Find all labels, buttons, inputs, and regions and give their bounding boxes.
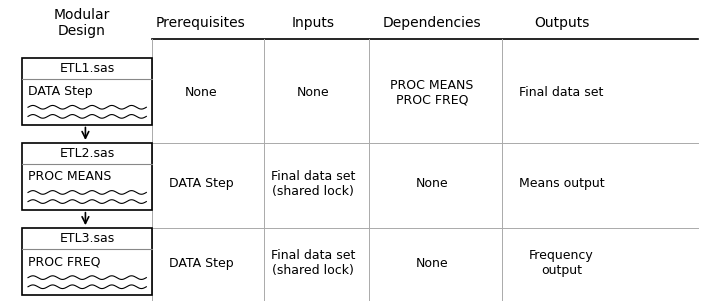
- Text: PROC FREQ: PROC FREQ: [28, 256, 101, 269]
- Text: Prerequisites: Prerequisites: [156, 16, 246, 30]
- Text: PROC MEANS
PROC FREQ: PROC MEANS PROC FREQ: [390, 79, 474, 107]
- Text: Frequency
output: Frequency output: [529, 249, 594, 277]
- Text: ETL1.sas: ETL1.sas: [60, 62, 115, 75]
- Text: Dependencies: Dependencies: [382, 16, 482, 30]
- Text: None: None: [415, 177, 449, 190]
- Text: None: None: [415, 257, 449, 270]
- Text: None: None: [297, 86, 329, 99]
- Text: Inputs: Inputs: [292, 16, 335, 30]
- Text: Means output: Means output: [519, 177, 605, 190]
- Text: Final data set
(shared lock): Final data set (shared lock): [271, 170, 355, 198]
- Text: ETL3.sas: ETL3.sas: [60, 232, 115, 245]
- Bar: [22, 58, 152, 125]
- Bar: [22, 143, 152, 210]
- Text: DATA Step: DATA Step: [28, 85, 93, 98]
- Text: DATA Step: DATA Step: [169, 257, 233, 270]
- Text: Outputs: Outputs: [534, 16, 589, 30]
- Text: ETL2.sas: ETL2.sas: [60, 147, 115, 160]
- Text: Final data set
(shared lock): Final data set (shared lock): [271, 249, 355, 277]
- Text: None: None: [185, 86, 217, 99]
- Text: DATA Step: DATA Step: [169, 177, 233, 190]
- Text: PROC MEANS: PROC MEANS: [28, 170, 111, 183]
- Bar: [22, 228, 152, 295]
- Text: Modular
Design: Modular Design: [53, 8, 110, 38]
- Text: Final data set: Final data set: [520, 86, 604, 99]
